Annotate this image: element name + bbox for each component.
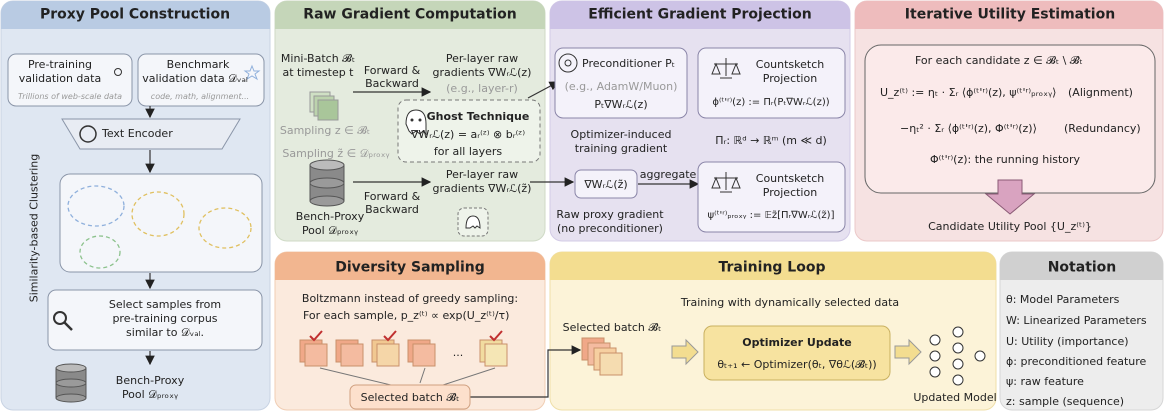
- panel-title: Notation: [1047, 259, 1117, 276]
- label: Bench-Proxy: [115, 374, 185, 387]
- panel-title: Iterative Utility Estimation: [904, 6, 1116, 23]
- formula: θₜ₊₁ ← Optimizer(θₜ, ∇θℒ(𝓑̂ₜ)): [717, 358, 877, 371]
- down-arrow: [984, 179, 1036, 215]
- label: Pool 𝒟ₚᵣₒₓᵧ: [121, 388, 179, 401]
- label: Backward: [365, 77, 419, 90]
- formula: ϕ⁽ᵗ'ʳ⁾(z) := Πᵣ(Pₜ∇Wᵣℒ(z)): [712, 97, 830, 108]
- formula: ∇Wᵣℒ(z̃): [584, 178, 628, 191]
- formula: Pₜ∇Wᵣℒ(z): [594, 98, 648, 111]
- training-shapes: [671, 325, 986, 386]
- label: Updated Model: [913, 391, 997, 404]
- label: Text Encoder: [102, 127, 173, 140]
- label: Forward &: [363, 190, 421, 203]
- notation-item: W: Linearized Parameters: [1006, 314, 1147, 327]
- label: Countsketch: [755, 58, 825, 71]
- panel-title: Training Loop: [718, 259, 826, 276]
- formula: −ηₜ² · Σᵣ ⟨ϕ⁽ᵗ'ʳ⁾(z), Φ⁽ᵗ'ʳ⁾(z)⟩: [900, 122, 1037, 135]
- label: Similarity-based Clustering: [27, 153, 41, 303]
- label: gradients ∇Wᵣℒ(z̃): [432, 182, 532, 195]
- label: Sampling z̃ ∈ 𝒟ₚᵣₒₓᵧ: [282, 147, 390, 160]
- notation-item: U: Utility (importance): [1006, 335, 1129, 348]
- label: Pre-training: [27, 58, 93, 71]
- notation-item: ψ: raw feature: [1006, 375, 1084, 388]
- formula: U_z⁽ᵗ⁾ := ηₜ · Σᵣ ⟨ϕ⁽ᵗ'ʳ⁾(z), ψ⁽ᵗ'ʳ⁾ₚᵣₒₓ…: [880, 86, 1057, 99]
- formula: ψ⁽ᵗ'ʳ⁾ₚᵣₒₓᵧ := 𝔼z̃[Πᵣ∇Wᵣℒ(z̃)]: [707, 210, 835, 221]
- label: Select samples from: [108, 298, 222, 311]
- label: pre-training corpus: [112, 312, 218, 325]
- ghost-box: [397, 99, 541, 237]
- label: Bench-Proxy: [295, 210, 365, 223]
- panel-title: Efficient Gradient Projection: [588, 6, 812, 23]
- utility-box: [864, 44, 1156, 194]
- note: (e.g., layer-r): [446, 82, 518, 95]
- label: Raw proxy gradient: [556, 208, 664, 221]
- note: Trillions of web-scale data: [18, 92, 122, 101]
- databases: [55, 159, 345, 403]
- formula: Φ⁽ᵗ'ʳ⁾(z): the running history: [930, 153, 1081, 166]
- label: Projection: [762, 186, 818, 199]
- label: Pool 𝒟ₚᵣₒₓᵧ: [301, 224, 359, 237]
- label: Boltzmann instead of greedy sampling:: [301, 292, 519, 305]
- label: Ghost Technique: [426, 110, 530, 123]
- label: Projection: [762, 72, 818, 85]
- label: Benchmark: [166, 58, 230, 71]
- formula: For each sample, p_z⁽ᵗ⁾ ∝ exp(U_z⁽ᵗ⁾/τ): [303, 309, 510, 322]
- label: for all layers: [433, 145, 503, 158]
- formula: Πᵣ: ℝᵈ → ℝᵐ (m ≪ d): [715, 134, 827, 147]
- notation-item: z: sample (sequence): [1006, 395, 1125, 408]
- label: similar to 𝒟ᵥₐₗ.: [126, 326, 204, 339]
- label: training gradient: [574, 142, 668, 155]
- label: gradients ∇Wᵣℒ(z): [432, 66, 532, 79]
- label: Per-layer raw: [445, 52, 519, 65]
- note: code, math, alignment...: [150, 92, 250, 101]
- label: (no preconditioner): [557, 222, 663, 235]
- label: For each candidate z ∈ 𝓑ₜ \ 𝓑̂ₜ: [915, 54, 1083, 67]
- projection-boxes: [554, 47, 846, 233]
- label: Sampling z ∈ 𝓑ₜ: [279, 124, 371, 137]
- formula: ∇Wᵣℒ(z) = aᵣ⁽ᶻ⁾ ⊗ bᵣ⁽ᶻ⁾: [410, 128, 526, 141]
- label: Selected batch 𝓑̂ₜ: [360, 391, 460, 404]
- notation-item: θ: Model Parameters: [1006, 293, 1120, 306]
- panel-title: Proxy Pool Construction: [39, 6, 231, 23]
- label: (Redundancy): [1064, 122, 1141, 135]
- sample-squares: [299, 330, 623, 410]
- label: at timestep t: [282, 66, 354, 79]
- label: Mini-Batch 𝓑ₜ: [280, 52, 356, 65]
- label: Candidate Utility Pool {U_z⁽ᵗ⁾}: [928, 220, 1092, 233]
- label: Selected batch 𝓑̂ₜ: [562, 321, 662, 334]
- label: aggregate: [639, 168, 697, 181]
- label: Optimizer-induced: [570, 128, 672, 141]
- label: validation data 𝒟ᵥₐₗ: [142, 72, 248, 85]
- label: Preconditioner Pₜ: [582, 57, 676, 70]
- label: Optimizer Update: [742, 336, 852, 349]
- label: (Alignment): [1068, 86, 1133, 99]
- label: Training with dynamically selected data: [680, 296, 900, 309]
- panel-title: Diversity Sampling: [335, 259, 485, 276]
- label: Forward &: [363, 64, 421, 77]
- panel-title: Raw Gradient Computation: [303, 6, 517, 23]
- stacks: [309, 91, 339, 121]
- proxy-boxes: [7, 53, 265, 351]
- notation-item: ϕ: preconditioned feature: [1006, 355, 1147, 368]
- arrows: [145, 81, 700, 398]
- label: Per-layer raw: [445, 168, 519, 181]
- label: Countsketch: [755, 172, 825, 185]
- note: (e.g., AdamW/Muon): [564, 80, 678, 93]
- label: validation data: [18, 72, 102, 85]
- clusters: [67, 185, 252, 269]
- label: Backward: [365, 203, 419, 216]
- label: ...: [452, 346, 464, 359]
